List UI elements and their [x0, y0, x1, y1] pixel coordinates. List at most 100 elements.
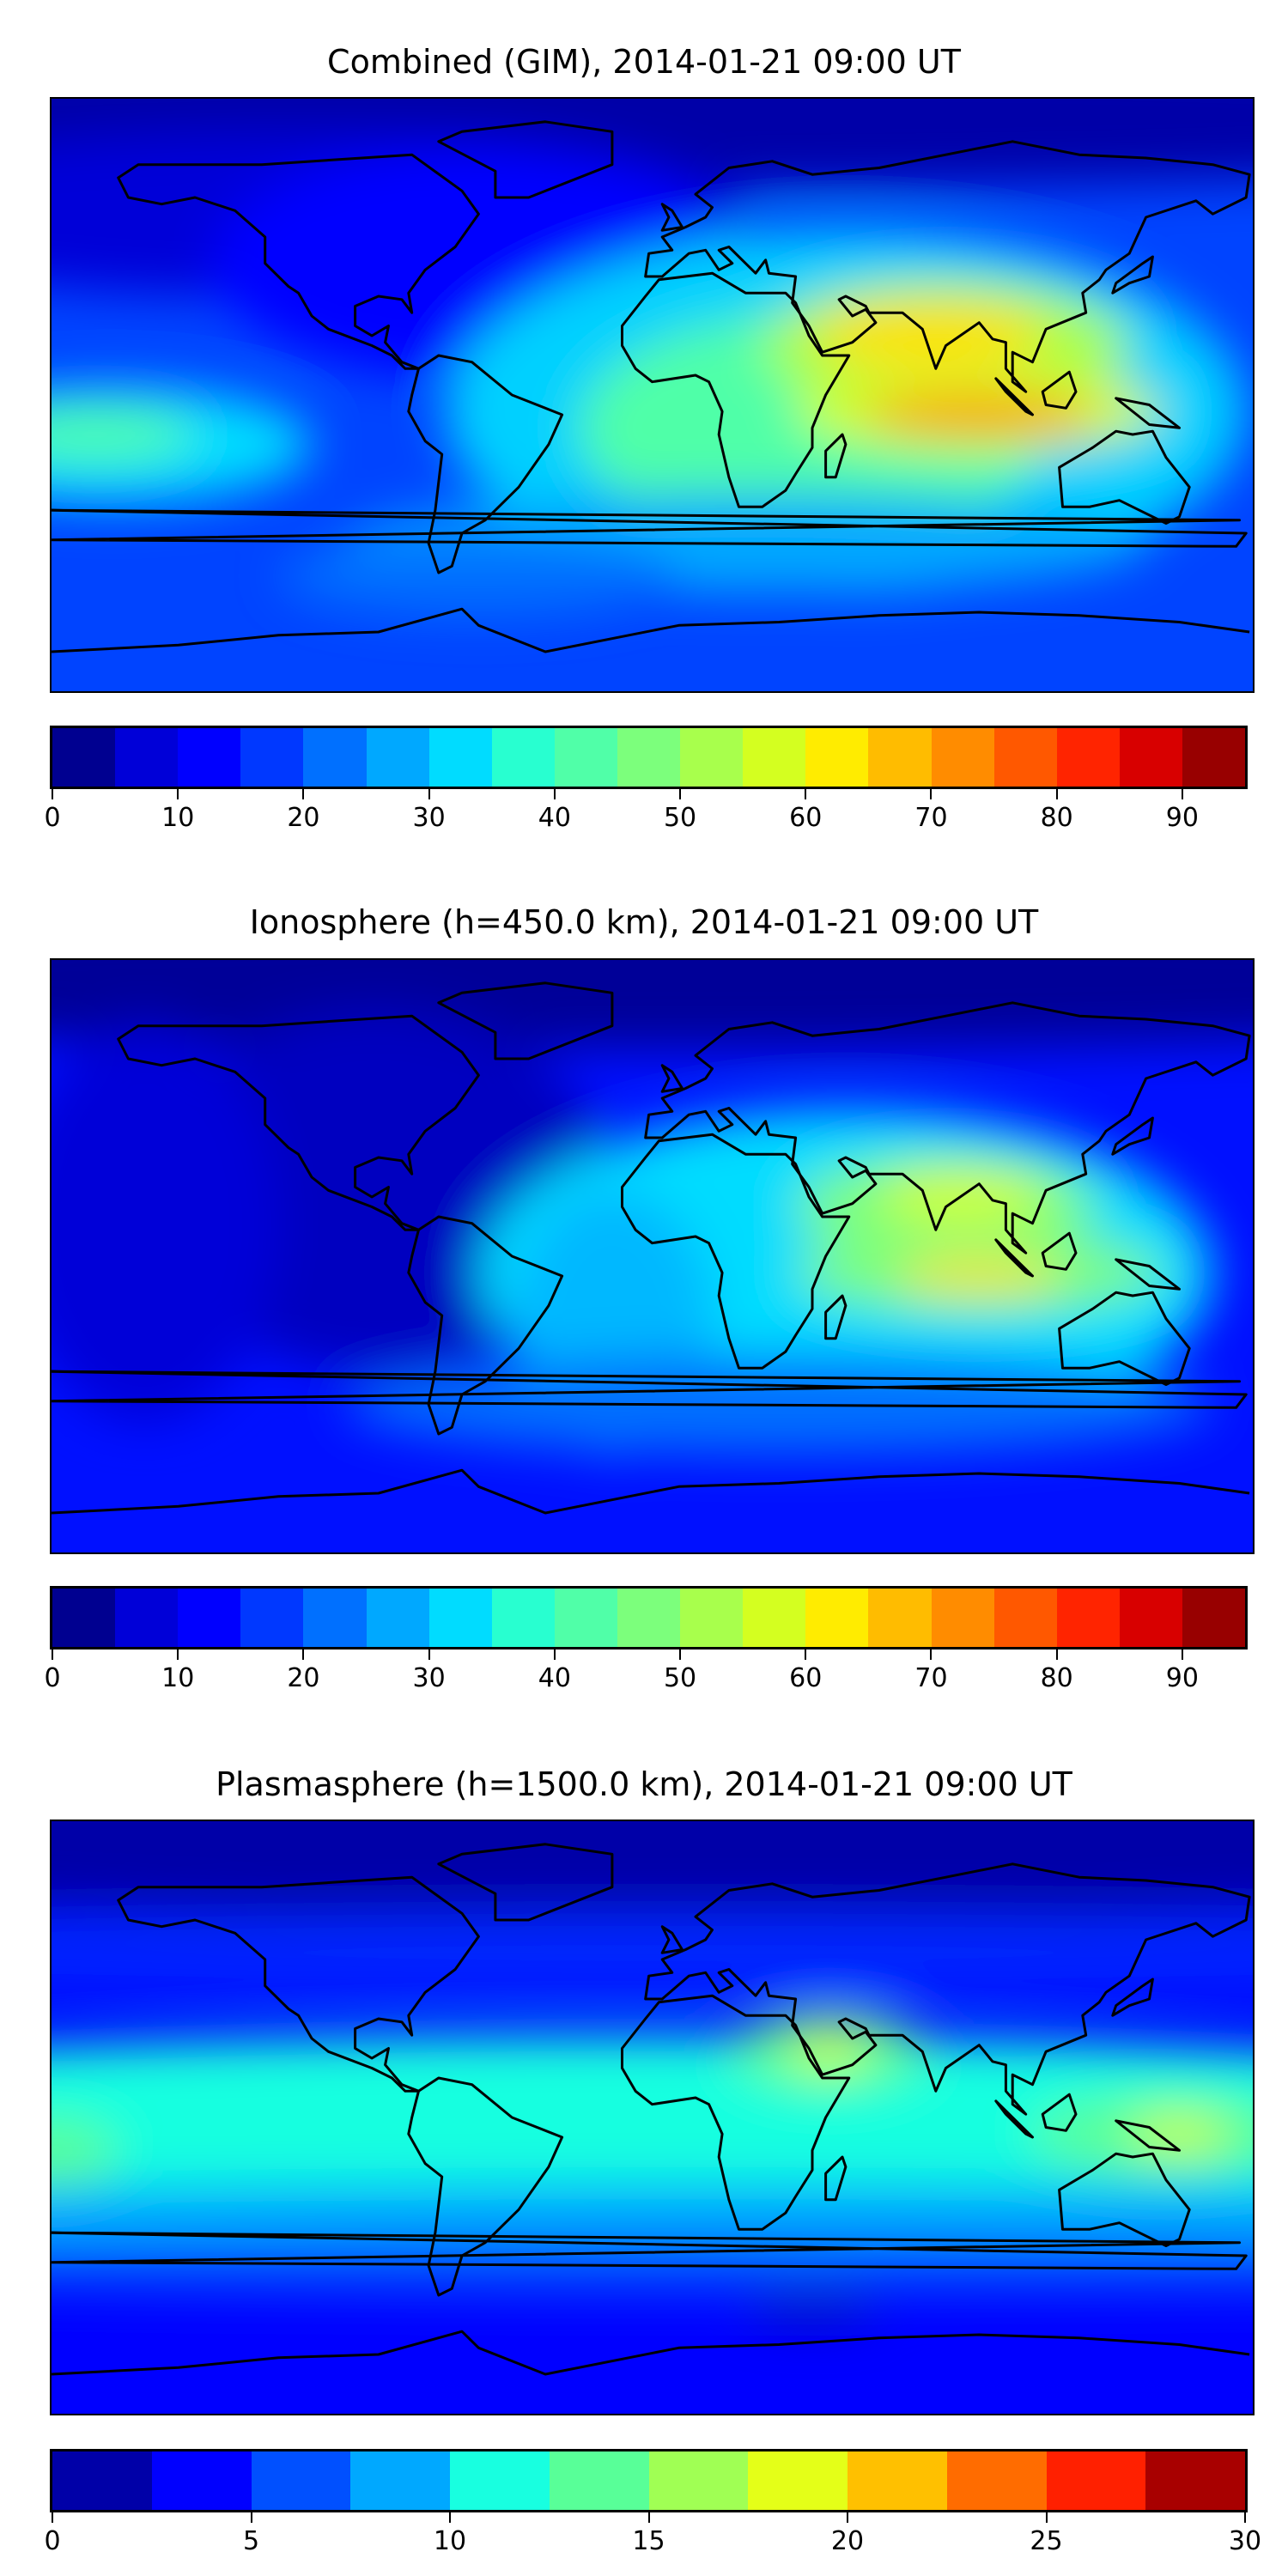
tick-mark [679, 789, 682, 799]
coastline-newzealand [52, 1370, 1248, 1409]
tick-mark [428, 789, 430, 799]
colorbar-segment [993, 728, 1057, 787]
colorbar-segment [240, 728, 304, 787]
coastline-antarctica [52, 1468, 1250, 1515]
colorbar-segment [115, 1589, 179, 1647]
tick-mark [1181, 1649, 1183, 1660]
coastline-northamerica [117, 1875, 480, 2093]
colorbar-segment [868, 728, 932, 787]
tick-label: 70 [914, 803, 948, 833]
coastline-madagascar [824, 1294, 848, 1340]
colorbar-segment [240, 1589, 304, 1647]
tick-label: 80 [1040, 803, 1073, 833]
field-contour-region [52, 1821, 1253, 1920]
tick-label: 15 [632, 2526, 665, 2556]
coastline-australia [1058, 1291, 1191, 1386]
coastline-sumatra [994, 2099, 1034, 2139]
colorbar-segment [52, 728, 116, 787]
tick-label: 0 [44, 803, 61, 833]
colorbar-segment [946, 2451, 1047, 2510]
tick-mark [553, 1649, 556, 1660]
panel-2-colorbar [50, 1586, 1248, 1649]
colorbar-segment [52, 2451, 152, 2510]
coastline-southamerica [407, 354, 564, 574]
colorbar-segment [178, 1589, 241, 1647]
tick-label: 90 [1165, 803, 1199, 833]
field-contour-region [52, 1913, 1253, 1993]
tick-label: 10 [161, 803, 195, 833]
panel-3-colorbar-ticks: 0 5 10 15 20 25 30 [44, 2512, 1261, 2564]
colorbar-segment [1046, 2451, 1146, 2510]
panel-3-title: Plasmasphere (h=1500.0 km), 2014-01-21 0… [216, 1765, 1072, 1803]
field-contour-region [862, 395, 1097, 434]
field-contour-region [52, 960, 1253, 1049]
coastline-newguinea [1115, 2119, 1181, 2152]
coastline-africa [621, 1994, 851, 2231]
coastline-antarctica [52, 2330, 1250, 2376]
tick-mark [52, 2512, 53, 2523]
tick-label: 20 [287, 1663, 320, 1693]
coastline-southamerica [407, 2076, 564, 2297]
tick-label: 40 [538, 1663, 571, 1693]
tick-label: 50 [663, 803, 697, 833]
panel-2-map [50, 958, 1255, 1554]
panel-1-colorbar-ticks: 0 10 20 30 40 50 60 70 80 90 [44, 789, 1245, 841]
coastline-borneo [1041, 370, 1078, 410]
colorbar-segment [350, 2451, 450, 2510]
coastline-southamerica [407, 1215, 564, 1436]
coastline-antarctica [52, 607, 1250, 653]
field-contour-region [52, 2117, 118, 2184]
colorbar-segment [680, 1589, 744, 1647]
tick-label: 0 [44, 1663, 61, 1693]
field-contour-region [1129, 2117, 1230, 2151]
tick-label: 20 [830, 2526, 865, 2556]
tick-mark [449, 2512, 451, 2523]
colorbar-segment [617, 1589, 681, 1647]
field-contour-region [896, 1259, 1063, 1293]
tick-mark [302, 1649, 305, 1660]
tick-label: 30 [1228, 2526, 1262, 2556]
panel-1-colorbar [50, 726, 1248, 789]
tick-label: 70 [914, 1663, 948, 1693]
colorbar-segment [848, 2451, 947, 2510]
colorbar-segment [491, 728, 555, 787]
colorbar-segment [648, 2451, 749, 2510]
tick-mark [1055, 789, 1058, 799]
colorbar-segment [151, 2451, 252, 2510]
colorbar-segment [554, 1589, 617, 1647]
colorbar-segment [931, 728, 994, 787]
tick-label: 40 [538, 803, 571, 833]
tick-mark [1055, 1649, 1058, 1660]
tick-mark [805, 1649, 807, 1660]
tick-mark [1244, 2512, 1246, 2523]
tick-mark [1045, 2512, 1048, 2523]
tick-label: 60 [789, 1663, 823, 1693]
panel-2-colorbar-ticks: 0 10 20 30 40 50 60 70 80 90 [44, 1649, 1245, 1701]
coastline-uk [660, 203, 683, 232]
colorbar-segment [303, 728, 367, 787]
panel-1-map [50, 97, 1255, 693]
tick-mark [428, 1649, 430, 1660]
coastline-greenland [437, 120, 614, 199]
colorbar-segment [1182, 728, 1246, 787]
tick-label: 5 [242, 2526, 260, 2556]
coastline-northamerica [117, 1014, 480, 1231]
coastline-newzealand [52, 508, 1248, 548]
tick-mark [847, 2512, 848, 2523]
tick-mark [52, 1649, 53, 1660]
colorbar-segment [251, 2451, 351, 2510]
coastline-africa [621, 1133, 851, 1370]
coastline-newzealand [52, 2231, 1248, 2270]
tick-mark [679, 1649, 682, 1660]
tick-mark [177, 1649, 179, 1660]
colorbar-segment [450, 2451, 550, 2510]
tick-label: 10 [433, 2526, 467, 2556]
field-contour-region [878, 1170, 1047, 1224]
coastline-eurasia [644, 1001, 1251, 1255]
panel-3-map [50, 1820, 1255, 2415]
coastline-northamerica [117, 153, 480, 370]
coastline-greenland [437, 1843, 614, 1922]
panel-1-title: Combined (GIM), 2014-01-21 09:00 UT [327, 43, 961, 81]
tick-mark [250, 2512, 252, 2523]
colorbar-segment [748, 2451, 848, 2510]
